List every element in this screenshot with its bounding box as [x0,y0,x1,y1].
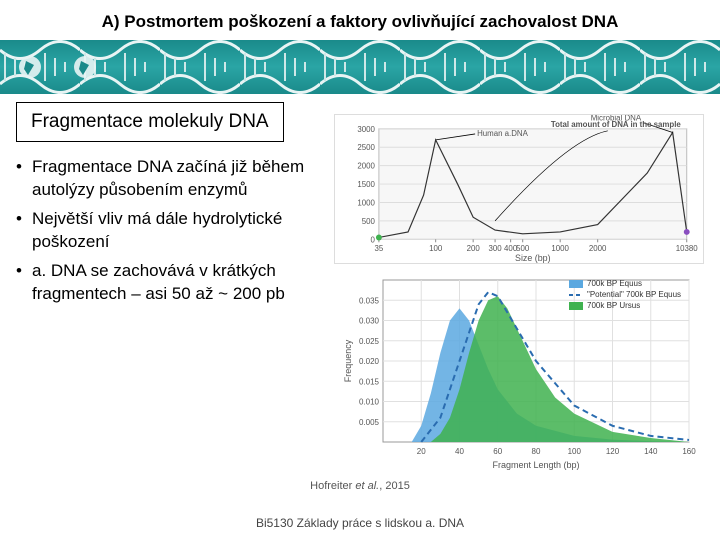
svg-text:Total amount of DNA in the sam: Total amount of DNA in the sample [551,120,682,129]
charts-column: 0500100015002000250030003510020030040050… [334,114,704,470]
svg-text:200: 200 [467,244,481,253]
svg-text:3000: 3000 [357,125,375,134]
svg-text:Human a.DNA: Human a.DNA [477,129,529,138]
svg-text:60: 60 [493,447,502,456]
svg-text:1000: 1000 [357,198,375,207]
bullet-item: Největší vliv má dále hydrolytické poško… [16,208,326,254]
dna-banner [0,40,720,94]
dna-helix-graphic [0,40,720,94]
slide-title: A) Postmortem poškození a faktory ovlivň… [0,0,720,40]
svg-text:500: 500 [516,244,530,253]
electropherogram-chart: 0500100015002000250030003510020030040050… [334,114,704,264]
svg-text:20: 20 [417,447,426,456]
svg-text:700k BP Equus: 700k BP Equus [587,279,642,288]
svg-text:300: 300 [489,244,503,253]
svg-text:100: 100 [429,244,443,253]
bullet-item: a. DNA se zachovává v krátkých fragmente… [16,260,326,306]
svg-text:40: 40 [455,447,464,456]
svg-text:2500: 2500 [357,143,375,152]
citation-year: , 2015 [379,480,410,492]
slide-footer: Bi5130 Základy práce s lidskou a. DNA [0,516,720,530]
svg-text:500: 500 [362,217,376,226]
svg-text:2000: 2000 [357,162,375,171]
svg-text:1000: 1000 [551,244,569,253]
svg-text:2000: 2000 [589,244,607,253]
svg-text:"Potential" 700k BP Equus: "Potential" 700k BP Equus [587,290,681,299]
svg-text:Frequency: Frequency [343,339,353,382]
svg-text:700k BP Ursus: 700k BP Ursus [587,301,640,310]
bullet-item: Fragmentace DNA začíná již během autolýz… [16,156,326,202]
citation-etal: et al. [355,480,379,492]
bullet-list: Fragmentace DNA začíná již během autolýz… [16,150,326,470]
svg-text:35: 35 [375,244,384,253]
svg-text:140: 140 [644,447,658,456]
svg-text:1500: 1500 [357,180,375,189]
section-heading: Fragmentace molekuly DNA [16,102,284,142]
fragment-length-chart: 0.005 0.010 0.015 0.020 0.025 0.030 0.035 20 40 6… [334,270,704,470]
svg-text:0.010: 0.010 [359,398,380,407]
svg-text:0.020: 0.020 [359,357,380,366]
svg-text:0: 0 [371,235,376,244]
svg-text:10380: 10380 [676,244,699,253]
svg-text:0.035: 0.035 [359,296,380,305]
svg-text:Fragment Length (bp): Fragment Length (bp) [492,460,579,470]
svg-text:100: 100 [568,447,582,456]
svg-text:160: 160 [682,447,696,456]
content-row: Fragmentace DNA začíná již během autolýz… [0,142,720,470]
svg-text:120: 120 [606,447,620,456]
svg-text:0.030: 0.030 [359,317,380,326]
svg-text:80: 80 [532,447,541,456]
svg-text:0.015: 0.015 [359,377,380,386]
svg-text:0.025: 0.025 [359,337,380,346]
citation-author: Hofreiter [310,480,352,492]
svg-text:Size (bp): Size (bp) [515,253,551,263]
citation: Hofreiter et al., 2015 [0,480,720,492]
svg-text:0.005: 0.005 [359,418,380,427]
